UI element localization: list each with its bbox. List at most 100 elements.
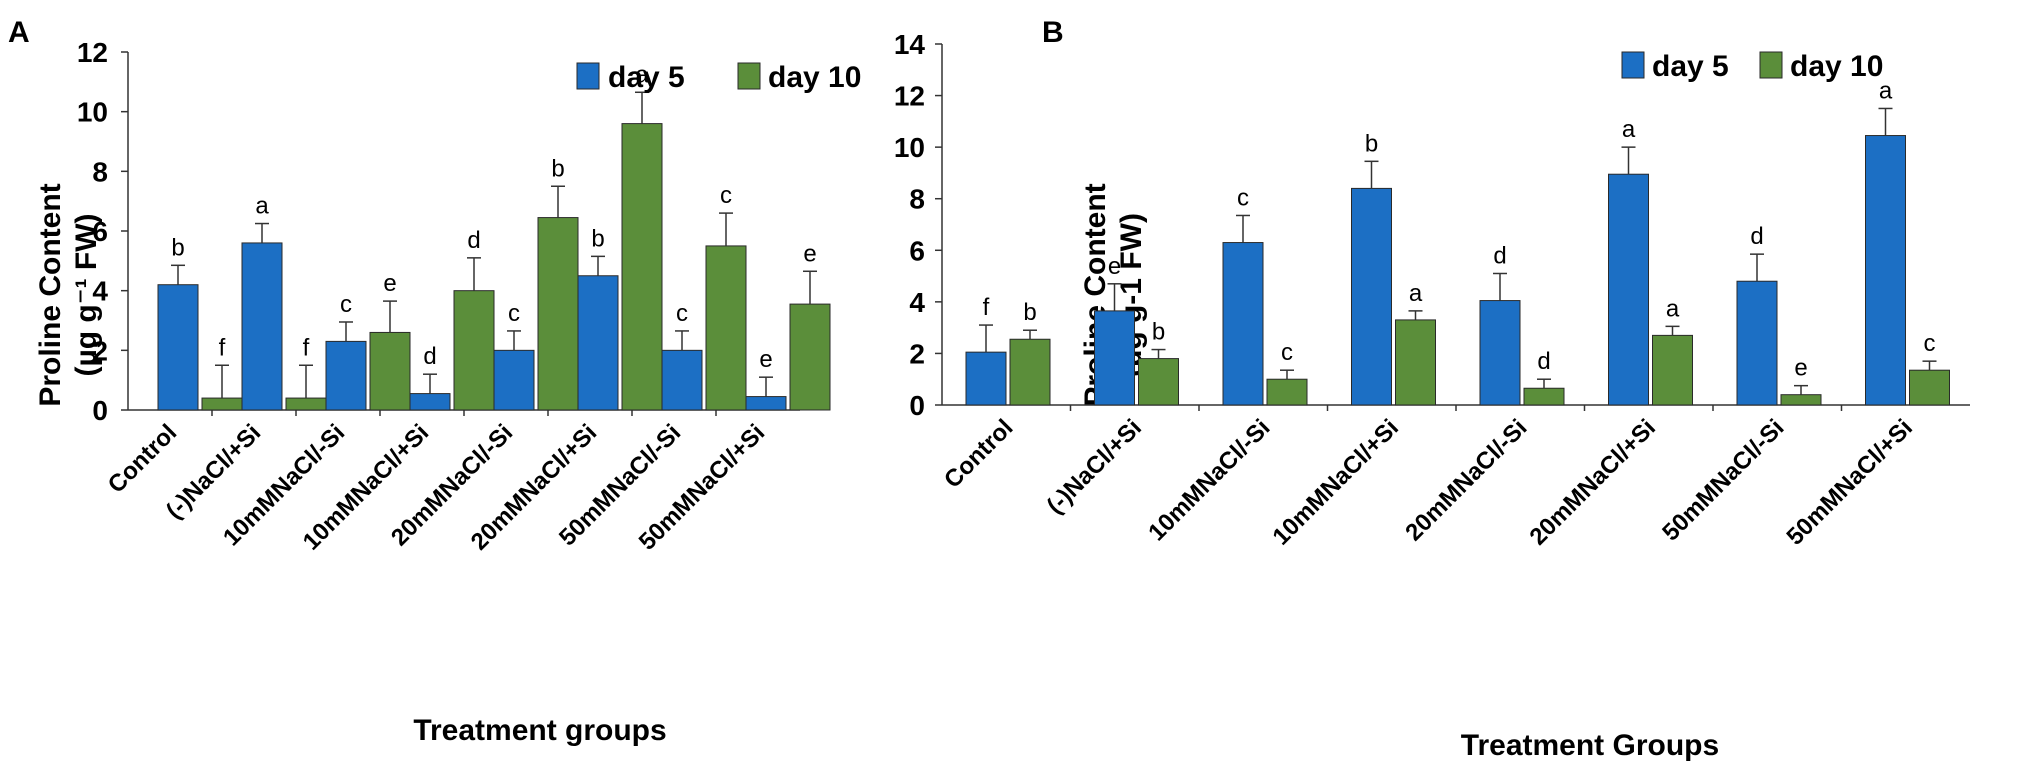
panel-a-bar-day10 — [201, 397, 243, 411]
panel-a-bar-day10 — [453, 290, 495, 411]
panel-b-legend: day 5 day 10 — [1621, 50, 1883, 83]
panel-a-significance-letter-day5: c — [508, 300, 520, 327]
panel-a-significance-letter-day5: a — [255, 193, 269, 220]
panel-a-plot-area: 024681012Control(-)NaCl/+Si10mMNaCl/-Si1… — [77, 37, 831, 556]
panel-a-bar-day10 — [789, 303, 831, 411]
panel-b-category-label: Control — [939, 414, 1018, 493]
panel-b-legend-label-day5: day 5 — [1652, 50, 1729, 83]
panel-a-significance-letter-day10: f — [219, 334, 226, 361]
panel-b-bar-day5 — [1479, 300, 1521, 406]
panel-b-legend-swatch-day5 — [1621, 51, 1645, 79]
panel-b-legend-swatch-day10 — [1759, 51, 1783, 79]
panel-a-significance-letter-day5: b — [171, 234, 184, 261]
panel-a-significance-letter-day5: b — [591, 225, 604, 252]
panel-b-bar-day5 — [1222, 242, 1264, 406]
panel-a: A Proline Content (µg g⁻¹ FW) 0 2 4 6 8 10 12 C… — [8, 16, 861, 747]
panel-b-bar-day5 — [1736, 280, 1778, 406]
panel-a-label: A — [8, 16, 30, 49]
panel-a-bar-day10 — [537, 217, 579, 411]
panel-b-category-label: 20mMNaCl/-Si — [1400, 414, 1532, 546]
panel-b-bar-day10 — [1652, 334, 1693, 406]
panel-b-bar-day10 — [1266, 378, 1308, 406]
panel-a-significance-letter-day5: c — [340, 291, 352, 318]
panel-a-category-label: Control — [103, 419, 182, 498]
panel-b-significance-letter-day5: d — [1750, 223, 1763, 250]
panel-a-bar-day10 — [369, 331, 411, 411]
panel-a-significance-letter-day10: d — [467, 227, 480, 254]
panel-b-significance-letter-day5: e — [1108, 253, 1121, 280]
panel-a-y-axis-title: Proline Content (µg g⁻¹ FW) — [34, 183, 103, 406]
panel-b-y-tick-label: 12 — [894, 81, 925, 112]
panel-a-y-tick-label: 0 — [92, 395, 108, 426]
panel-a-legend-swatch-day10 — [737, 62, 761, 90]
panel-a-bar-day5 — [157, 284, 199, 411]
panel-b-plot-area: 0 2 4 6 8 10 12 14 Control (-)NaCl/+Si10mMNaCl/-S… — [894, 29, 1970, 551]
panel-b-significance-letter-day5: f — [983, 294, 990, 321]
panel-a-significance-letter-day5: d — [423, 343, 436, 370]
panel-b-y-tick-label: 14 — [894, 29, 926, 60]
panel-b-x-axis-title: Treatment Groups — [1461, 729, 1719, 762]
panel-b-bar-day10 — [1395, 319, 1436, 406]
panel-a-bar-day10 — [621, 123, 663, 411]
panel-b-category-label: 50mMNaCl/+Si — [1781, 414, 1918, 551]
panel-a-x-axis-title: Treatment groups — [413, 714, 666, 747]
panel-b-bar-day5 — [1094, 310, 1135, 406]
panel-a-significance-letter-day10: b — [551, 155, 564, 182]
panel-a-bar-day5 — [577, 275, 619, 411]
panel-b-y-tick-label: 10 — [894, 132, 925, 163]
panel-b-significance-letter-day10: c — [1281, 339, 1293, 366]
panel-a-significance-letter-day5: e — [759, 346, 772, 373]
panel-b-label: B — [1042, 16, 1064, 49]
panel-a-significance-letter-day10: e — [803, 240, 816, 267]
panel-b-significance-letter-day10: b — [1152, 319, 1165, 346]
panel-b-bar-day10 — [1909, 369, 1950, 406]
panel-b-significance-letter-day10: a — [1666, 295, 1680, 322]
panel-b-y-tick-label: 8 — [909, 184, 925, 215]
panel-b-significance-letter-day10: a — [1409, 280, 1423, 307]
panel-b-category-label: 10mMNaCl/+Si — [1267, 414, 1404, 551]
panel-a-significance-letter-day5: c — [676, 300, 688, 327]
panel-b-y-tick-label: 4 — [909, 287, 925, 318]
panel-a-significance-letter-day10: a — [635, 61, 649, 88]
panel-b-significance-letter-day10: e — [1794, 355, 1807, 382]
panel-b-significance-letter-day5: d — [1493, 242, 1506, 269]
panel-b-y-tick-label: 6 — [909, 235, 925, 266]
panel-a-bar-day5 — [493, 349, 535, 411]
panel-b-significance-letter-day10: d — [1537, 348, 1550, 375]
panel-b-significance-letter-day5: b — [1365, 130, 1378, 157]
panel-b-bar-day10 — [1523, 387, 1565, 406]
panel-a-y-tick-label: 2 — [92, 335, 108, 366]
panel-a-y-axis-title-line2: (µg g⁻¹ FW) — [70, 213, 103, 376]
panel-b: B Proline Content (µg g-1 FW) 0246810121… — [894, 16, 1970, 762]
panel-a-y-tick-label: 6 — [92, 216, 108, 247]
panel-a-y-tick-label: 4 — [92, 276, 108, 307]
panel-a-significance-letter-day10: f — [303, 334, 310, 361]
panel-b-significance-letter-day5: a — [1622, 116, 1636, 143]
panel-b-significance-letter-day10: c — [1924, 330, 1936, 357]
panel-a-significance-letter-day10: e — [383, 270, 396, 297]
panel-b-category-label: (-)NaCl/+Si — [1042, 414, 1147, 519]
panel-a-bar-day5 — [325, 340, 367, 411]
panel-b-bar-day5 — [965, 351, 1007, 406]
panel-b-category-label: 50mMNaCl/-Si — [1657, 414, 1789, 546]
panel-b-category-label: 10mMNaCl/-Si — [1143, 414, 1275, 546]
panel-a-legend-swatch-day5 — [576, 62, 600, 90]
panel-a-y-axis-title-line1: Proline Content — [34, 183, 67, 406]
panel-a-y-tick-label: 12 — [77, 37, 108, 68]
panel-b-bar-day5 — [1351, 187, 1392, 406]
panel-a-bar-day10 — [705, 245, 747, 411]
panel-a-bar-day5 — [661, 349, 703, 411]
panel-a-bar-day5 — [745, 396, 787, 411]
panel-a-bar-day10 — [285, 397, 327, 411]
panel-a-legend-label-day5: day 5 — [608, 61, 685, 94]
panel-b-bar-day5 — [1608, 173, 1649, 406]
panel-b-category-label: 20mMNaCl/+Si — [1524, 414, 1661, 551]
panel-b-significance-letter-day5: c — [1237, 184, 1249, 211]
panel-a-significance-letter-day10: c — [720, 182, 732, 209]
panel-a-bar-day5 — [241, 242, 283, 411]
panel-a-y-tick-label: 8 — [92, 156, 108, 187]
panel-b-significance-letter-day10: b — [1023, 299, 1036, 326]
panel-a-bar-day5 — [409, 393, 451, 411]
panel-b-bar-day5 — [1865, 135, 1906, 406]
